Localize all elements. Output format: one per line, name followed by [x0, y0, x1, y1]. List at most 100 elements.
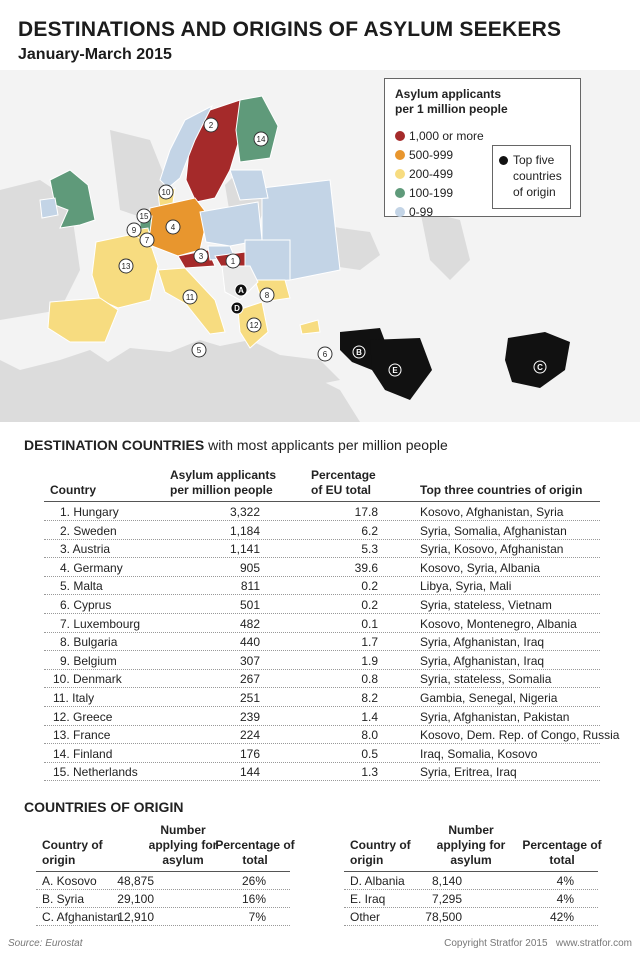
row-divider [44, 724, 600, 726]
dest-percentage: 39.6 [354, 560, 378, 575]
legend-swatch-icon [395, 150, 405, 160]
orig-header-number-left: Number applying for asylum [142, 823, 224, 868]
origin-marker: D [230, 301, 244, 315]
origin-percentage: 4% [556, 874, 574, 888]
origin-legend-line2: countries [513, 169, 562, 183]
table-row: 1. Hungary 3,322 17.8 Kosovo, Afghanistan, … [44, 502, 600, 521]
orig-header-number-line2: applying for [148, 838, 218, 852]
row-divider [44, 780, 600, 782]
table-row: 8. Bulgaria 440 1.7 Syria, Afghanistan, Ira… [44, 632, 600, 652]
dest-country: 15. Netherlands [53, 765, 138, 780]
row-divider [44, 520, 600, 521]
dest-top-origins: Syria, Somalia, Afghanistan [420, 523, 567, 538]
table-row: 3. Austria 1,141 5.3 Syria, Kosovo, Afghani… [44, 539, 600, 559]
table-row: 10. Denmark 267 0.8 Syria, stateless, Somal… [44, 669, 600, 689]
orig-header-number-line3: asylum [450, 853, 492, 867]
rank-marker: 13 [118, 258, 134, 274]
orig-header-number-line2: applying for [436, 838, 506, 852]
origins-section-title: COUNTRIES OF ORIGIN [24, 799, 184, 815]
dest-country: 5. Malta [60, 579, 103, 594]
dest-country: 7. Luxembourg [60, 616, 141, 631]
dest-country: 4. Germany [60, 560, 123, 575]
svg-text:C: C [537, 363, 543, 372]
row-divider [44, 631, 600, 633]
dest-percentage: 1.4 [361, 709, 378, 724]
orig-header-country-line2: origin [42, 853, 76, 867]
row-divider [44, 613, 600, 614]
legend-item-label: 100-199 [409, 186, 454, 200]
orig-header-pct-line2: total [242, 853, 268, 867]
table-row: 5. Malta 811 0.2 Libya, Syria, Mali [44, 576, 600, 596]
dest-header-applicants-line1: Asylum applicants [170, 468, 277, 482]
rank-marker: 9 [126, 222, 142, 238]
svg-text:B: B [356, 348, 362, 357]
dest-percentage: 1.7 [361, 635, 378, 650]
legend-title-line1: Asylum applicants [395, 87, 502, 101]
orig-header-pct-line2: total [549, 853, 575, 867]
table-row: B. Syria 29,100 16% [36, 890, 290, 908]
row-divider [36, 907, 290, 908]
origin-number: 8,140 [431, 874, 462, 888]
origin-marker: E [388, 363, 402, 377]
rank-marker: 15 [136, 208, 152, 224]
destination-title-rest: with most applicants per million people [208, 437, 448, 453]
dest-header-rule [44, 501, 600, 502]
origin-legend-line1: Top five [513, 153, 555, 167]
dest-top-origins: Syria, Kosovo, Afghanistan [420, 542, 564, 557]
orig-header-country-line1: Country of [350, 838, 411, 852]
svg-text:5: 5 [197, 346, 202, 355]
orig-header-country-right: Country of origin [350, 838, 411, 868]
row-divider [36, 925, 290, 926]
svg-text:11: 11 [186, 293, 195, 302]
legend-item: 100-199 [395, 186, 453, 200]
table-row: 13. France 224 8.0 Kosovo, Dem. Rep. of Con… [44, 725, 619, 745]
origin-country: C. Afghanistan [42, 910, 121, 924]
dest-percentage: 0.2 [361, 598, 378, 612]
dest-applicants: 307 [239, 653, 260, 668]
table-row: E. Iraq 7,295 4% [344, 890, 598, 908]
origin-marker: B [352, 345, 366, 359]
dest-country: 1. Hungary [60, 505, 119, 519]
legend-item-label: 1,000 or more [409, 129, 484, 143]
legend-item: 500-999 [395, 148, 453, 162]
table-row: 15. Netherlands 144 1.3 Syria, Eritrea, Ira… [44, 762, 600, 782]
destination-title-bold: DESTINATION COUNTRIES [24, 437, 205, 453]
dest-top-origins: Syria, Afghanistan, Iraq [420, 635, 545, 650]
dest-percentage: 1.3 [361, 765, 378, 780]
row-divider [44, 594, 600, 596]
dest-applicants: 3,322 [229, 505, 260, 519]
origin-number: 12,910 [117, 910, 154, 924]
dest-applicants: 1,184 [229, 523, 260, 538]
map-legend: Asylum applicants per 1 million people 1… [384, 78, 581, 219]
rank-marker: 12 [246, 317, 262, 333]
chart-title: DESTINATIONS AND ORIGINS OF ASYLUM SEEKE… [18, 18, 562, 41]
origin-legend-line3: of origin [513, 185, 556, 199]
table-row: 9. Belgium 307 1.9 Syria, Afghanistan, Iraq [44, 651, 600, 670]
orig-header-country-line2: origin [350, 853, 384, 867]
legend-item: 200-499 [395, 167, 453, 181]
legend-swatch-icon [395, 188, 405, 198]
origin-number: 29,100 [117, 892, 154, 906]
dest-applicants: 440 [239, 635, 260, 650]
orig-header-rule-left [36, 871, 290, 872]
dest-top-origins: Kosovo, Dem. Rep. of Congo, Russia [420, 728, 620, 743]
legend-title-line2: per 1 million people [395, 102, 508, 116]
table-row: 2. Sweden 1,184 6.2 Syria, Somalia, Afghani… [44, 521, 600, 540]
dest-country: 13. France [53, 728, 111, 743]
dest-percentage: 5.3 [361, 542, 378, 557]
row-divider [344, 889, 598, 890]
origin-percentage: 7% [248, 910, 266, 924]
row-divider [44, 575, 600, 577]
table-row: A. Kosovo 48,875 26% [36, 872, 290, 890]
svg-text:10: 10 [162, 188, 171, 197]
legend-title: Asylum applicants per 1 million people [395, 87, 508, 117]
row-divider [344, 907, 598, 908]
svg-text:12: 12 [250, 321, 259, 330]
dest-top-origins: Libya, Syria, Mali [420, 579, 512, 594]
dest-applicants: 224 [239, 728, 260, 743]
dest-percentage: 0.2 [361, 579, 378, 594]
dest-percentage: 8.2 [361, 691, 378, 705]
dest-applicants: 267 [239, 672, 260, 687]
copyright-note: Copyright Stratfor 2015 www.stratfor.com [444, 938, 632, 949]
dest-header-applicants-line2: per million people [170, 483, 273, 497]
